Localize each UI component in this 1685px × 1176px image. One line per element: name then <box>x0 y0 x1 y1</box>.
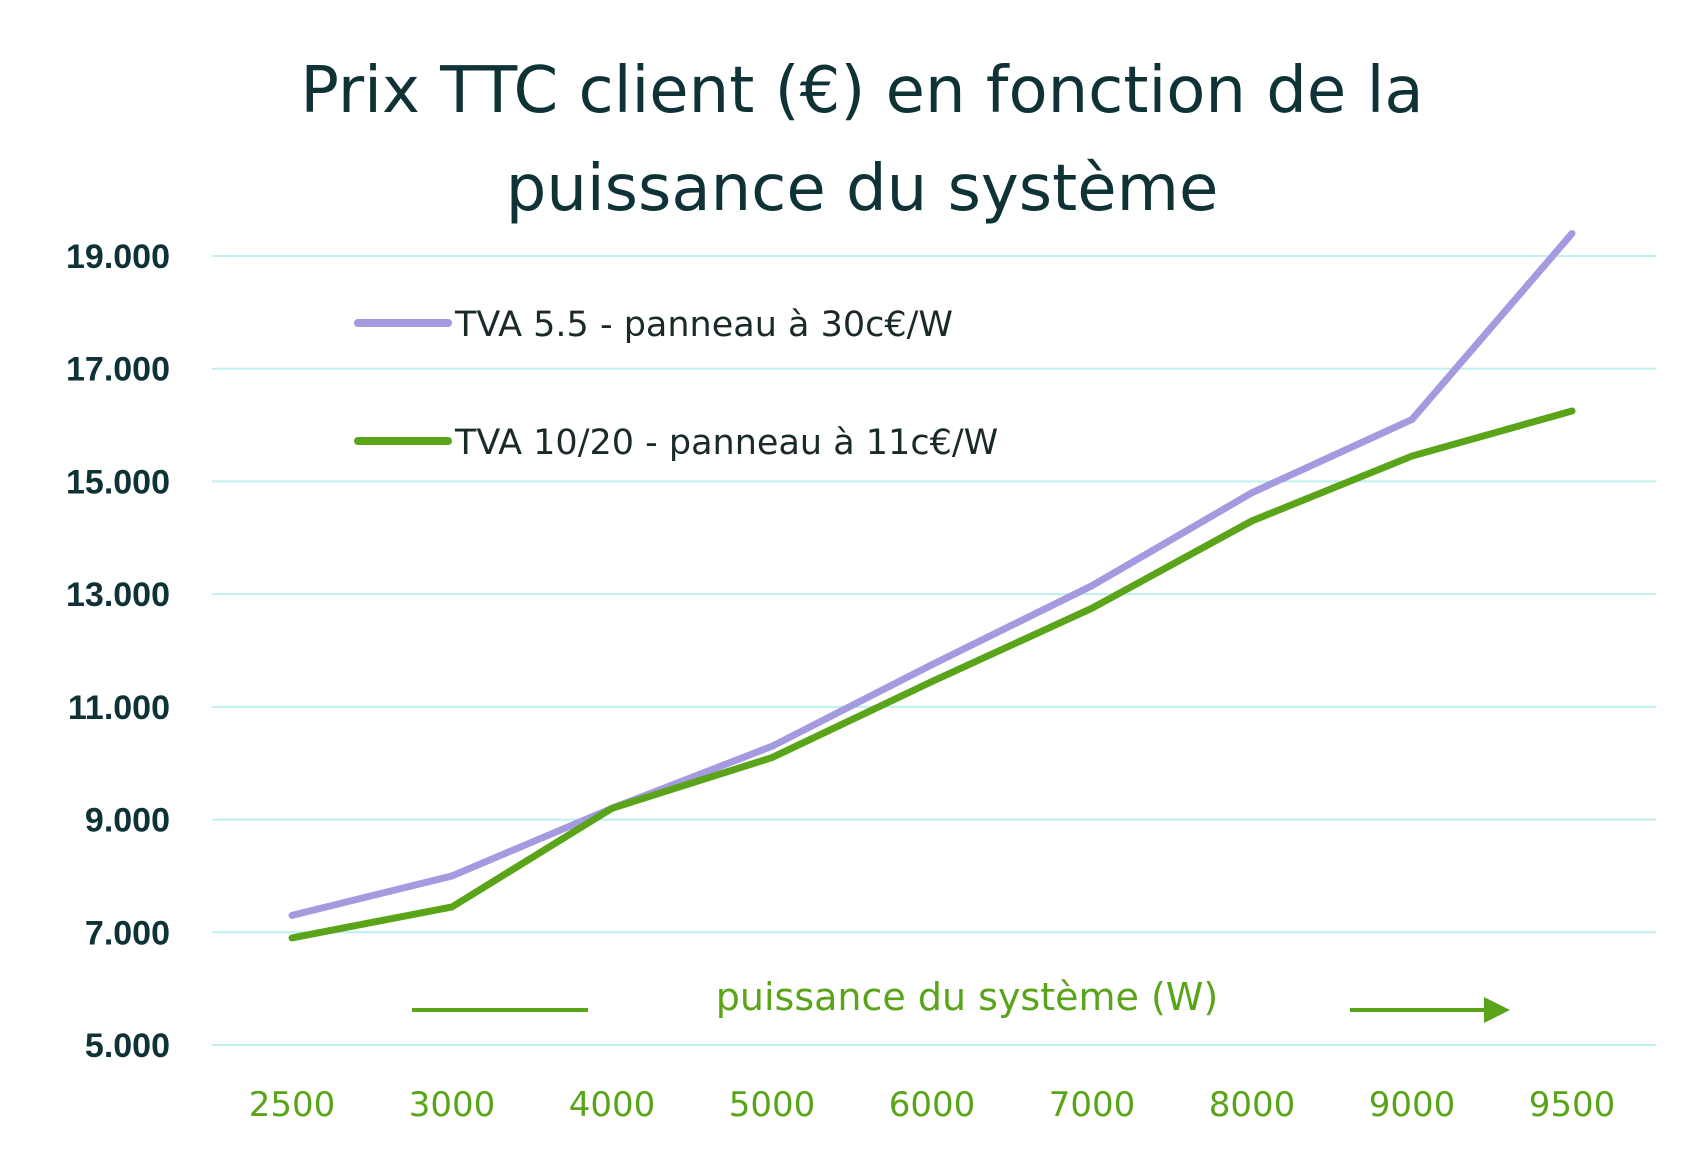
legend-label-series-1: TVA 5.5 - panneau à 30c€/W <box>454 305 953 345</box>
y-tick-label: 13.000 <box>66 576 170 614</box>
y-tick-label: 17.000 <box>66 351 170 389</box>
chart-title-line-2: puissance du système <box>506 152 1219 226</box>
x-tick-label: 9500 <box>1529 1085 1616 1125</box>
x-tick-label: 7000 <box>1049 1085 1136 1125</box>
y-tick-label: 11.000 <box>68 689 170 727</box>
chart-title-line-1: Prix TTC client (€) en fonction de la <box>300 54 1423 128</box>
series-line-2 <box>288 407 1576 942</box>
grid-lines <box>212 255 1656 1046</box>
legend-item-series-2: TVA 10/20 - panneau à 11c€/W <box>354 423 998 463</box>
x-tick-label: 9000 <box>1369 1085 1456 1125</box>
legend-label-series-2: TVA 10/20 - panneau à 11c€/W <box>454 423 998 463</box>
series-line-1 <box>288 229 1576 919</box>
series-lines <box>288 229 1576 942</box>
x-tick-label: 2500 <box>249 1085 336 1125</box>
x-tick-label: 8000 <box>1209 1085 1296 1125</box>
y-tick-label: 5.000 <box>85 1027 170 1065</box>
arrow-right-icon <box>1484 997 1510 1023</box>
x-tick-label: 6000 <box>889 1085 976 1125</box>
x-tick-label: 4000 <box>569 1085 656 1125</box>
chart-title: Prix TTC client (€) en fonction de la pu… <box>300 54 1423 226</box>
y-tick-label: 9.000 <box>85 802 170 840</box>
x-tick-label: 3000 <box>409 1085 496 1125</box>
y-tick-label: 19.000 <box>66 238 170 276</box>
legend: TVA 5.5 - panneau à 30c€/W TVA 10/20 - p… <box>354 305 998 463</box>
y-tick-label: 15.000 <box>66 463 170 501</box>
x-tick-label: 5000 <box>729 1085 816 1125</box>
x-axis-ticks: 2500 3000 4000 5000 6000 7000 8000 9000 9500 <box>249 1085 1616 1125</box>
legend-item-series-1: TVA 5.5 - panneau à 30c€/W <box>354 305 953 345</box>
x-axis-label: puissance du système (W) <box>412 975 1510 1023</box>
y-tick-label: 7.000 <box>85 914 170 952</box>
y-axis-ticks: 5.000 7.000 9.000 11.000 13.000 15.000 17.000 1… <box>66 238 170 1065</box>
x-axis-label-text: puissance du système (W) <box>716 975 1218 1019</box>
